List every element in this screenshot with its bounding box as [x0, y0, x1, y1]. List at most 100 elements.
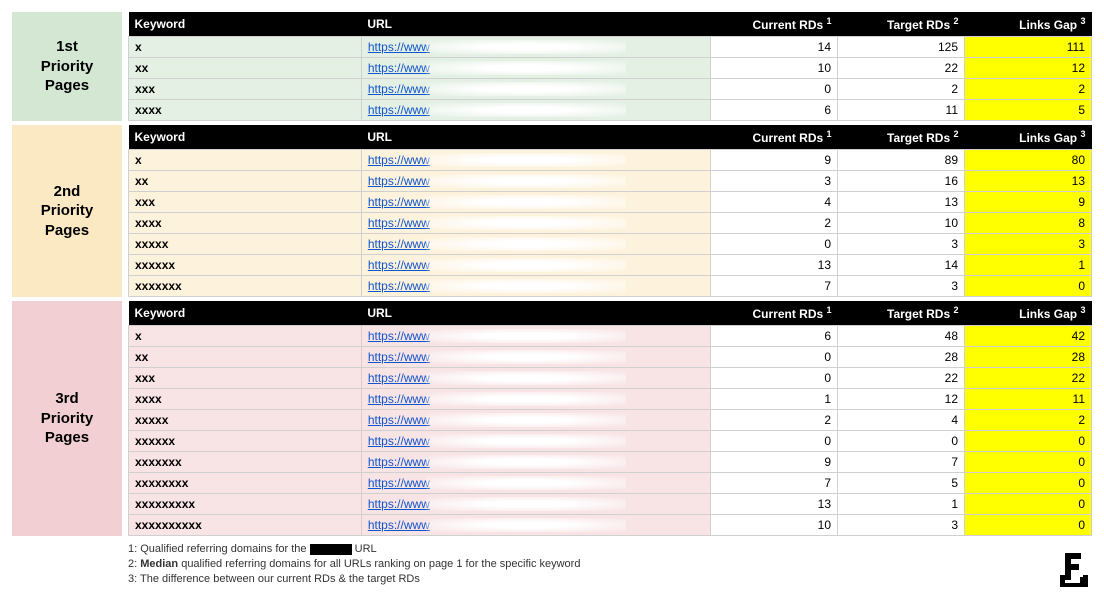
- redacted-blur: [426, 258, 626, 272]
- url-link[interactable]: https://www: [368, 82, 430, 96]
- cell-url: https://www: [361, 192, 710, 213]
- table-row: xxxhttps://www4139: [129, 192, 1092, 213]
- col-target: Target RDs 2: [838, 12, 965, 37]
- cell-keyword: xxx: [129, 79, 362, 100]
- table-row: xxxxxxhttps://www13141: [129, 255, 1092, 276]
- url-link[interactable]: https://www: [368, 350, 430, 364]
- cell-target: 16: [838, 171, 965, 192]
- section-label: 1stPriorityPages: [12, 12, 122, 121]
- cell-target: 14: [838, 255, 965, 276]
- cell-keyword: x: [129, 326, 362, 347]
- url-link[interactable]: https://www: [368, 237, 430, 251]
- cell-target: 12: [838, 389, 965, 410]
- url-link[interactable]: https://www: [368, 455, 430, 469]
- footnote-1: 1: Qualified referring domains for the U…: [128, 542, 1092, 557]
- cell-keyword: xxxxxxxxx: [129, 494, 362, 515]
- url-link[interactable]: https://www: [368, 371, 430, 385]
- col-url: URL: [361, 12, 710, 37]
- redacted-blur: [426, 237, 626, 251]
- cell-target: 22: [838, 368, 965, 389]
- footnote-2: 2: Median qualified referring domains fo…: [128, 557, 1092, 572]
- table-row: xxxxxxxxxhttps://www1310: [129, 494, 1092, 515]
- table-row: xxxxxxxxhttps://www750: [129, 473, 1092, 494]
- url-link[interactable]: https://www: [368, 329, 430, 343]
- cell-current: 10: [711, 515, 838, 536]
- cell-url: https://www: [361, 410, 710, 431]
- url-link[interactable]: https://www: [368, 61, 430, 75]
- url-link[interactable]: https://www: [368, 103, 430, 117]
- table-row: xhttps://www98980: [129, 150, 1092, 171]
- cell-keyword: xxxx: [129, 389, 362, 410]
- cell-gap: 42: [965, 326, 1092, 347]
- cell-target: 5: [838, 473, 965, 494]
- table-row: xxxhttps://www02222: [129, 368, 1092, 389]
- col-gap: Links Gap 3: [965, 301, 1092, 326]
- cell-gap: 8: [965, 213, 1092, 234]
- url-link[interactable]: https://www: [368, 392, 430, 406]
- url-link[interactable]: https://www: [368, 40, 430, 54]
- cell-current: 14: [711, 37, 838, 58]
- url-link[interactable]: https://www: [368, 476, 430, 490]
- cell-url: https://www: [361, 58, 710, 79]
- cell-current: 9: [711, 452, 838, 473]
- table-row: xxhttps://www102212: [129, 58, 1092, 79]
- url-link[interactable]: https://www: [368, 279, 430, 293]
- table-row: xxxxxxxhttps://www730: [129, 276, 1092, 297]
- footnotes: 1: Qualified referring domains for the U…: [128, 542, 1092, 587]
- cell-gap: 0: [965, 431, 1092, 452]
- table-row: xxhttps://www02828: [129, 347, 1092, 368]
- table-row: xxxxxxxxxxhttps://www1030: [129, 515, 1092, 536]
- redacted-blur: [426, 518, 626, 532]
- redacted-blur: [426, 476, 626, 490]
- redacted-blur: [426, 350, 626, 364]
- cell-keyword: xxx: [129, 192, 362, 213]
- cell-gap: 9: [965, 192, 1092, 213]
- cell-current: 2: [711, 213, 838, 234]
- cell-current: 13: [711, 494, 838, 515]
- url-link[interactable]: https://www: [368, 195, 430, 209]
- cell-gap: 0: [965, 494, 1092, 515]
- cell-current: 1: [711, 389, 838, 410]
- cell-current: 13: [711, 255, 838, 276]
- url-link[interactable]: https://www: [368, 258, 430, 272]
- redacted-blur: [426, 371, 626, 385]
- url-link[interactable]: https://www: [368, 497, 430, 511]
- cell-current: 2: [711, 410, 838, 431]
- url-link[interactable]: https://www: [368, 434, 430, 448]
- priority-section-p1: 1stPriorityPagesKeywordURLCurrent RDs 1T…: [12, 12, 1092, 121]
- cell-keyword: xxxx: [129, 213, 362, 234]
- redacted-blur: [426, 82, 626, 96]
- redacted-blur: [426, 216, 626, 230]
- cell-url: https://www: [361, 452, 710, 473]
- cell-target: 3: [838, 234, 965, 255]
- cell-url: https://www: [361, 79, 710, 100]
- cell-keyword: xxxxxx: [129, 431, 362, 452]
- cell-keyword: xxxxxxxx: [129, 473, 362, 494]
- footnote-3: 3: The difference between our current RD…: [128, 572, 1092, 587]
- cell-current: 10: [711, 58, 838, 79]
- cell-target: 28: [838, 347, 965, 368]
- url-link[interactable]: https://www: [368, 174, 430, 188]
- section-table: KeywordURLCurrent RDs 1Target RDs 2Links…: [128, 12, 1092, 121]
- url-link[interactable]: https://www: [368, 413, 430, 427]
- url-link[interactable]: https://www: [368, 153, 430, 167]
- table-row: xxhttps://www31613: [129, 171, 1092, 192]
- redacted-blur: [426, 103, 626, 117]
- url-link[interactable]: https://www: [368, 518, 430, 532]
- redacted-box: [310, 544, 352, 555]
- cell-gap: 0: [965, 515, 1092, 536]
- cell-current: 6: [711, 100, 838, 121]
- url-link[interactable]: https://www: [368, 216, 430, 230]
- cell-url: https://www: [361, 515, 710, 536]
- section-label: 2ndPriorityPages: [12, 125, 122, 297]
- cell-url: https://www: [361, 150, 710, 171]
- col-keyword: Keyword: [129, 301, 362, 326]
- cell-keyword: xxxxx: [129, 410, 362, 431]
- cell-keyword: xxxxxxx: [129, 276, 362, 297]
- col-current: Current RDs 1: [711, 125, 838, 150]
- cell-gap: 0: [965, 452, 1092, 473]
- cell-gap: 12: [965, 58, 1092, 79]
- cell-current: 7: [711, 473, 838, 494]
- cell-current: 0: [711, 431, 838, 452]
- cell-current: 6: [711, 326, 838, 347]
